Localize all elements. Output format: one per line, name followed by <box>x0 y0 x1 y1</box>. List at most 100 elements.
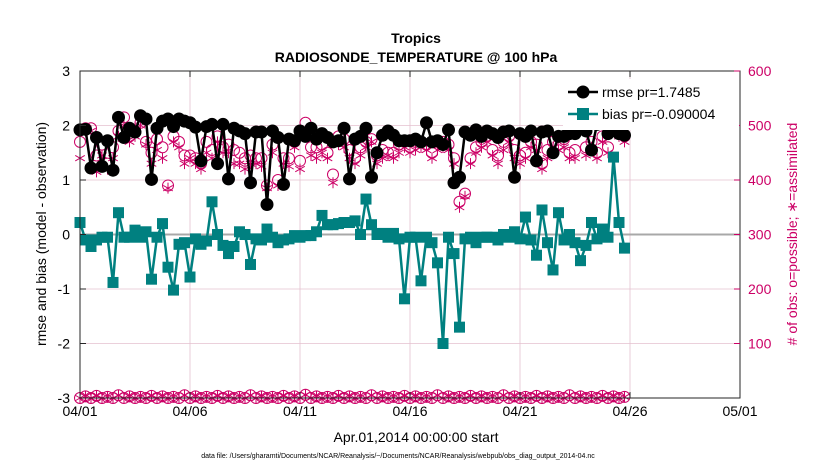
bias-point <box>245 258 256 270</box>
ticks: 04/01 04/06 04/11 04/16 04/21 04/26 05/01 -3 -2 -… <box>58 63 772 419</box>
rmse-point <box>442 123 455 137</box>
assimilated-point-stroke <box>195 165 207 173</box>
rmse-point <box>453 170 466 184</box>
assimilated-point <box>476 141 487 153</box>
assimilated-point-stroke <box>520 155 531 162</box>
rmse-point <box>502 124 516 138</box>
rmse-point <box>79 122 92 136</box>
rmse-point <box>101 134 114 148</box>
rmse-point <box>359 121 373 135</box>
bias-point <box>217 239 229 251</box>
assimilated_level-point-stroke <box>366 392 377 399</box>
assimilated_level-point-stroke <box>421 393 432 401</box>
bias-point <box>223 248 234 260</box>
assimilated_level-point-stroke <box>245 392 256 399</box>
assimilated-point <box>393 147 405 159</box>
chart-subtitle: RADIOSONDE_TEMPERATURE @ 100 hPa <box>275 49 558 65</box>
bias-point <box>514 233 526 245</box>
assimilated_level-point <box>267 391 278 403</box>
bias-point <box>525 234 537 246</box>
assimilated-point <box>487 149 498 161</box>
assimilated-point-stroke <box>267 149 278 156</box>
rmse-point <box>365 170 378 184</box>
assimilated-point-stroke <box>294 165 306 173</box>
assimilated_level-point-stroke <box>234 393 245 401</box>
rmse-point <box>370 146 384 160</box>
assimilated-point <box>459 190 471 202</box>
bias-point <box>107 276 119 288</box>
assimilated-point-stroke <box>558 144 570 151</box>
y-tick-label: 0 <box>62 227 70 243</box>
assimilated-point <box>355 149 366 161</box>
bias-point <box>393 233 405 245</box>
assimilated-point-stroke <box>470 149 482 156</box>
assimilated-point-stroke <box>393 149 405 156</box>
x-tick-label: 05/01 <box>722 403 757 419</box>
x-tick-label: 04/11 <box>283 403 317 419</box>
rmse-point <box>618 128 631 142</box>
assimilated-point <box>520 152 531 164</box>
bias-point <box>349 215 361 227</box>
bias-point <box>597 223 608 235</box>
assimilated-point <box>162 182 174 194</box>
assimilated_level-point-stroke <box>388 393 399 401</box>
rmse-point <box>508 170 521 184</box>
assimilated-point <box>591 152 603 164</box>
assimilated-point-stroke <box>388 155 399 162</box>
rmse-point <box>189 120 202 134</box>
assimilated-point <box>316 147 328 159</box>
assimilated_level-point-stroke <box>586 393 597 401</box>
data-file-footnote: data file: /Users/gharamti/Documents/NCA… <box>201 453 595 460</box>
rmse-point <box>530 154 543 168</box>
assimilated-point-stroke <box>162 184 174 192</box>
bias-point <box>102 231 113 243</box>
bias-point <box>613 217 625 229</box>
assimilated-point-stroke <box>382 152 394 159</box>
y-right-tick-label: 500 <box>748 118 772 134</box>
rmse-point <box>277 177 290 191</box>
assimilated-point-stroke <box>481 138 493 146</box>
assimilated_level-point-stroke <box>553 393 564 401</box>
bias-point <box>206 196 218 208</box>
rmse-point <box>436 138 450 152</box>
assimilated_level-point <box>454 391 465 403</box>
assimilated_level-point-stroke <box>487 393 498 401</box>
assimilated-point-stroke <box>443 146 454 154</box>
rmse-point <box>304 121 318 135</box>
rmse-point <box>541 124 554 138</box>
bias-point <box>602 231 614 243</box>
bias-point <box>569 237 581 249</box>
assimilated-point <box>492 158 504 170</box>
x-tick-label: 04/01 <box>62 403 97 419</box>
bias-point <box>129 224 141 236</box>
bias-point <box>311 226 322 238</box>
chart-title: Tropics <box>391 30 441 46</box>
y-tick-label: -3 <box>58 390 71 406</box>
rmse-point <box>128 125 142 139</box>
y-tick-label: 2 <box>62 118 70 134</box>
assimilated-point <box>327 177 339 189</box>
assimilated-point <box>421 144 432 156</box>
rmse-point <box>238 127 252 141</box>
assimilated-point <box>558 141 570 153</box>
assimilated-point-stroke <box>327 179 339 186</box>
assimilated-point-stroke <box>338 144 350 151</box>
assimilated_level-point-stroke <box>102 393 113 401</box>
assimilated-point-stroke <box>426 155 438 162</box>
bias-point <box>531 249 542 261</box>
assimilated-point <box>470 147 482 159</box>
assimilated_level-point <box>388 391 399 403</box>
bias-point <box>184 271 196 283</box>
assimilated_level-point-stroke <box>179 392 190 399</box>
assimilated-point <box>294 163 306 175</box>
rmse-point <box>568 127 582 141</box>
y-right-tick-label: 600 <box>748 63 772 79</box>
y-tick-label: 1 <box>62 172 70 188</box>
bias-point <box>113 207 124 219</box>
rmse-point <box>139 112 153 126</box>
x-tick-label: 04/06 <box>172 403 207 419</box>
assimilated-point-stroke <box>322 155 333 162</box>
assimilated_level-point-stroke <box>498 392 509 399</box>
bias-point <box>157 218 168 230</box>
